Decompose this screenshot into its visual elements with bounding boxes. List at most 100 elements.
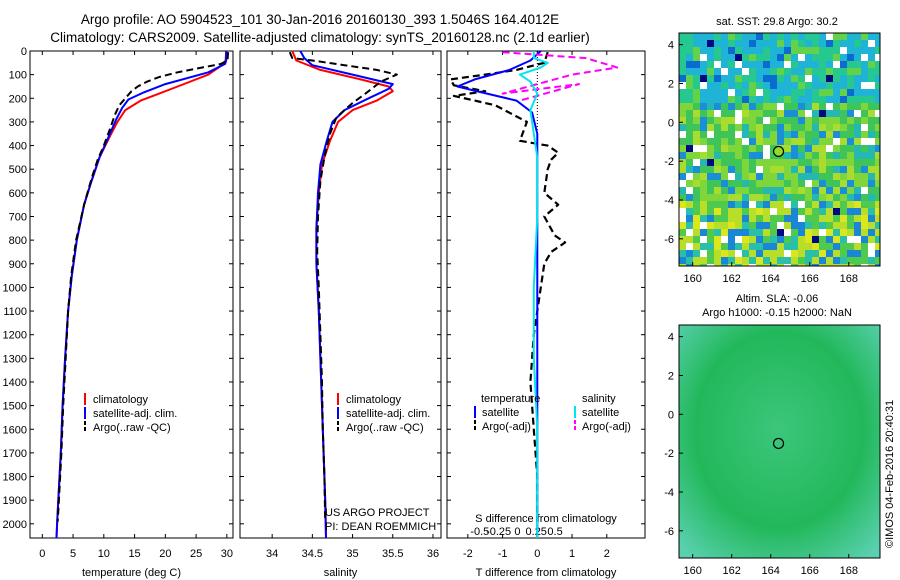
sst-pixel [798,159,805,166]
sst-pixel [700,110,707,117]
sst-pixel [875,96,880,103]
sst-pixel [777,61,784,68]
sst-pixel [784,124,791,131]
sst-pixel [805,229,812,236]
sst-pixel [714,61,721,68]
sst-pixel [805,40,812,47]
sst-pixel [777,40,784,47]
sst-pixel [679,110,686,117]
sst-pixel [791,40,798,47]
sst-pixel [826,194,833,201]
sst-pixel [798,222,805,229]
sst-pixel [798,166,805,173]
sst-pixel [798,257,805,264]
sst-pixel [707,82,714,89]
sst-pixel [805,124,812,131]
sst-pixel [763,250,770,257]
sst-pixel [679,145,686,152]
sst-pixel [784,110,791,117]
sst-pixel [742,54,749,61]
sst-pixel [833,264,840,266]
sst-pixel [798,131,805,138]
sst-pixel [819,89,826,96]
sst-pixel [721,96,728,103]
sst-pixel [679,89,686,96]
sst-pixel [854,96,861,103]
sst-pixel [721,68,728,75]
sst-pixel [826,124,833,131]
sst-pixel [812,166,819,173]
sst-pixel [798,68,805,75]
sst-pixel [700,264,707,266]
sst-pixel [819,61,826,68]
sst-pixel [707,103,714,110]
map-y-tick-label: 2 [668,78,674,90]
sst-pixel [847,257,854,264]
sst-pixel [749,159,756,166]
sst-pixel [833,145,840,152]
sst-pixel [819,264,826,266]
sst-pixel [854,257,861,264]
y-tick-label: 800 [9,235,27,247]
sst-pixel [749,131,756,138]
map-y-tick-label: 0 [668,117,674,129]
sst-pixel [861,33,868,40]
sst-pixel [812,61,819,68]
sst-pixel [735,215,742,222]
sst-pixel [770,187,777,194]
sst-pixel [791,166,798,173]
sst-pixel [679,194,686,201]
map-x-tick-label: 160 [683,273,701,285]
sst-pixel [868,33,875,40]
sst-pixel [784,152,791,159]
sst-pixel [798,208,805,215]
sst-pixel [707,264,714,266]
sst-pixel [812,201,819,208]
sst-pixel [826,82,833,89]
sst-pixel [742,236,749,243]
sst-pixel [791,257,798,264]
sst-pixel [686,117,693,124]
sst-pixel [742,257,749,264]
sst-pixel [861,264,868,266]
sst-pixel [693,222,700,229]
sst-pixel [812,152,819,159]
sst-pixel [679,138,686,145]
sla-map-image [679,325,880,558]
sst-pixel [791,222,798,229]
sst-pixel [875,110,880,117]
sst-pixel [749,173,756,180]
sst-pixel [833,117,840,124]
sst-pixel [833,152,840,159]
argo-position-marker [772,145,785,158]
sst-pixel [784,187,791,194]
sst-pixel [812,117,819,124]
sst-pixel [798,145,805,152]
project-pi: PI: DEAN ROEMMICH [325,521,436,533]
sst-pixel [721,82,728,89]
sst-pixel [763,159,770,166]
sst-pixel [756,117,763,124]
sst-pixel [784,236,791,243]
sst-pixel [812,250,819,257]
sst-pixel [847,89,854,96]
sst-pixel [749,180,756,187]
sst-pixel [868,201,875,208]
sst-pixel [805,103,812,110]
y-tick-label: 700 [9,211,27,223]
sst-pixel [840,173,847,180]
sst-pixel [728,40,735,47]
sst-pixel [833,33,840,40]
sst-pixel [714,180,721,187]
sst-pixel [707,208,714,215]
sst-pixel [791,208,798,215]
sst-pixel [700,68,707,75]
sst-pixel [728,124,735,131]
sst-pixel [798,173,805,180]
legend-header-salinity: salinity [582,393,616,405]
sst-pixel [679,33,686,40]
sst-pixel [735,243,742,250]
sst-pixel [735,152,742,159]
sst-pixel [791,110,798,117]
sst-pixel [728,201,735,208]
